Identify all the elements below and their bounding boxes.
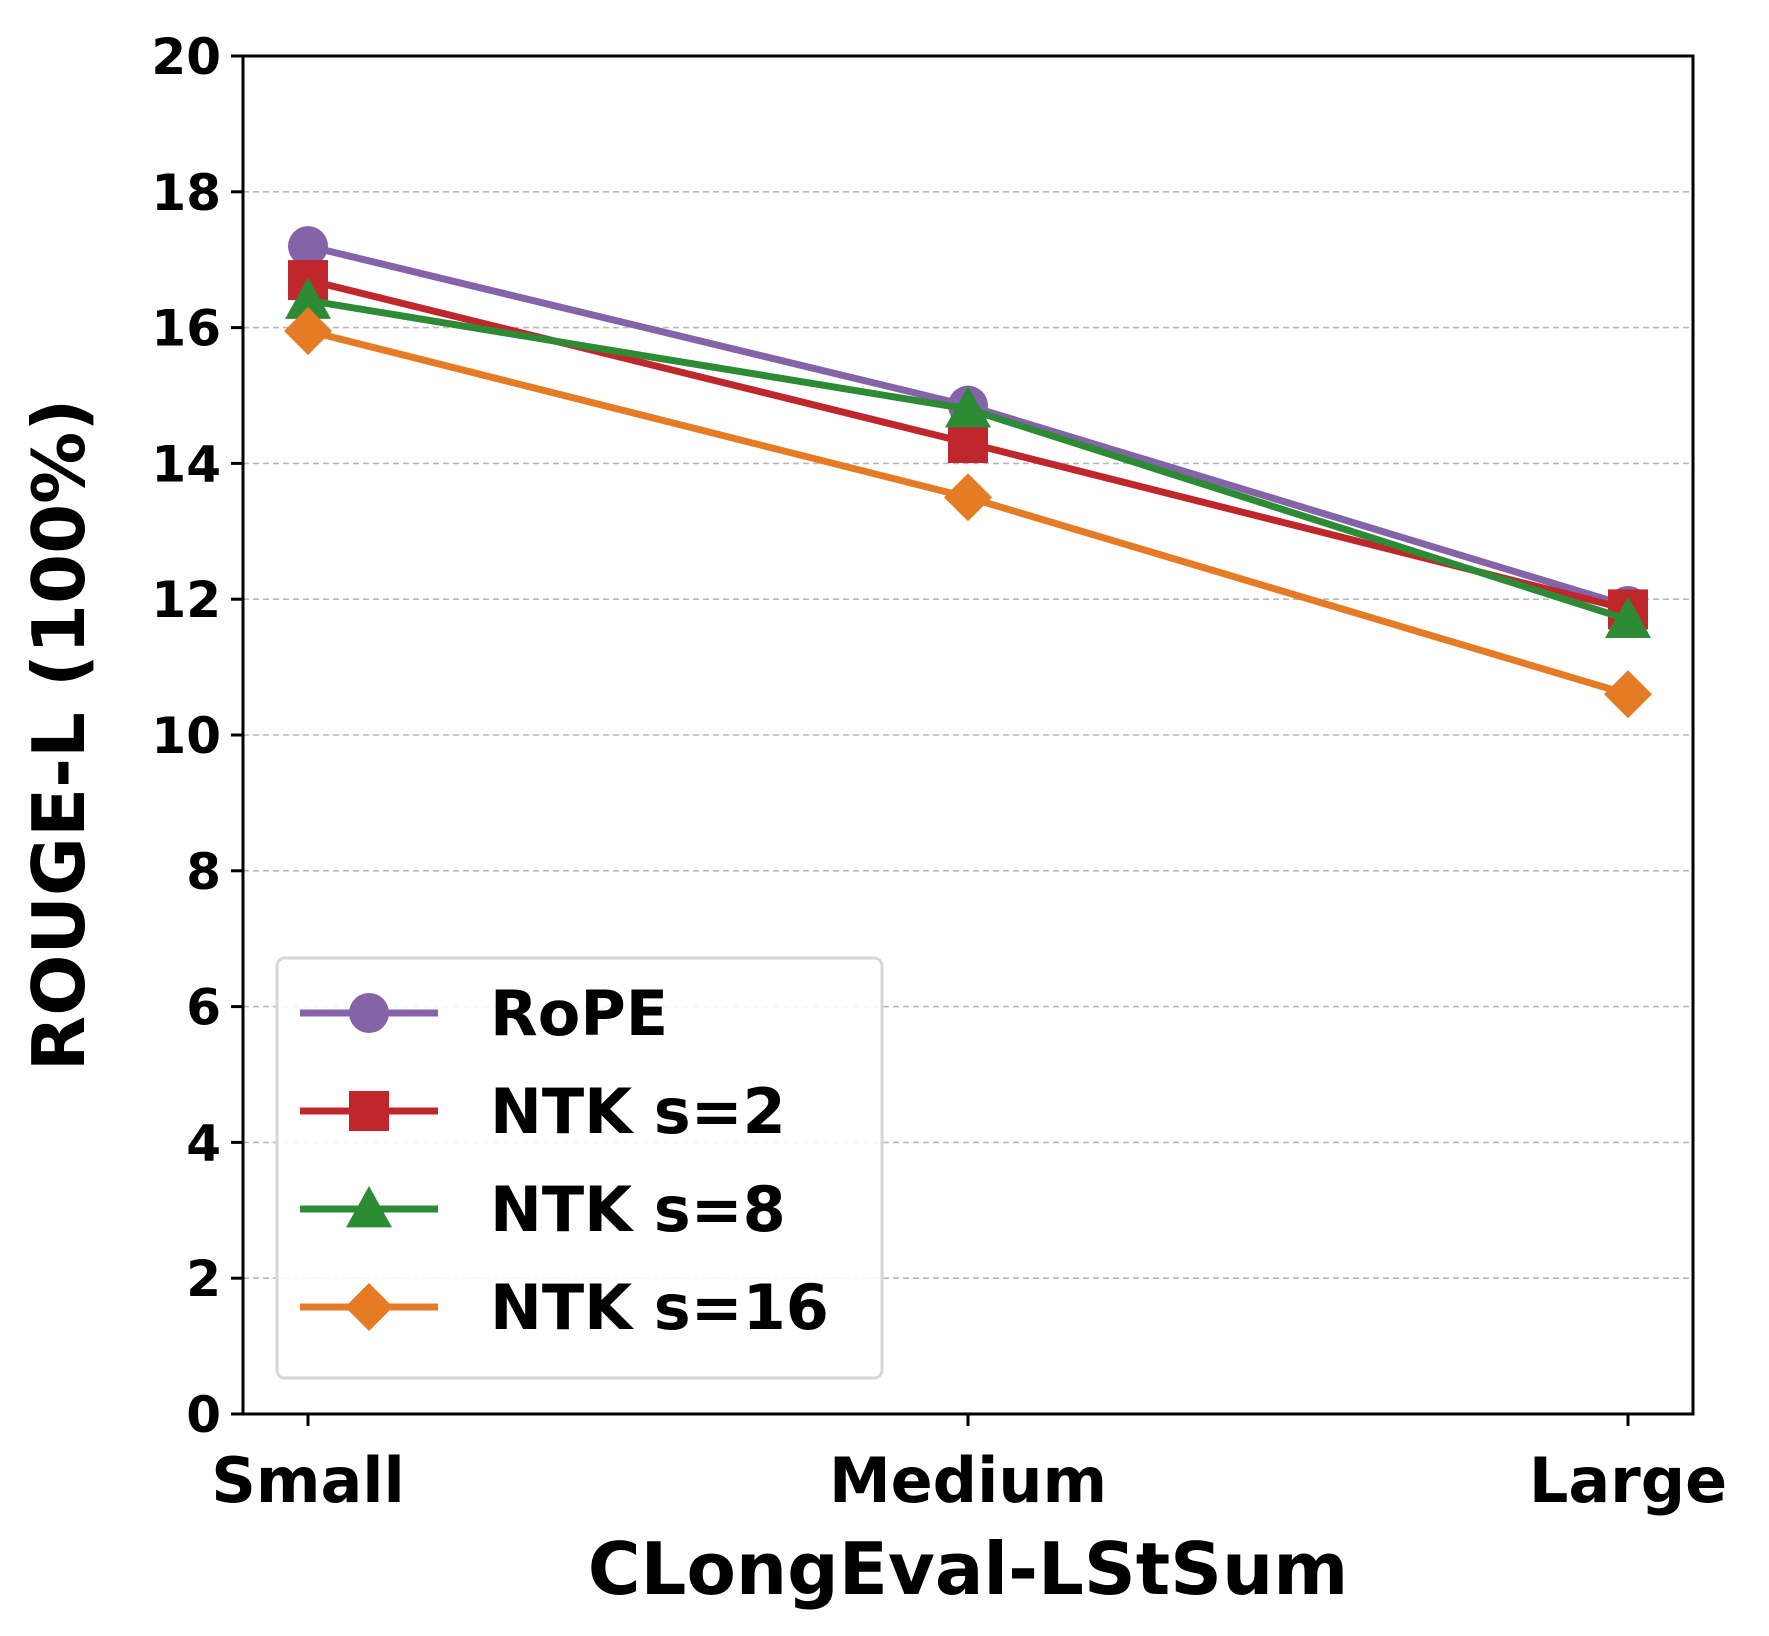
legend-marker (345, 1283, 393, 1331)
y-tick-label: 8 (186, 843, 221, 901)
y-tick-label: 12 (151, 571, 221, 629)
y-tick-label: 14 (151, 435, 221, 493)
y-tick-label: 6 (186, 979, 221, 1037)
x-tick-label: Large (1529, 1444, 1727, 1517)
y-tick-label: 4 (186, 1114, 221, 1172)
x-axis-title: CLongEval-LStSum (588, 1527, 1349, 1611)
y-axis: 0 2 4 6 8 10 12 14 16 18 20 (151, 28, 243, 1444)
data-point (944, 473, 992, 522)
data-point (285, 277, 331, 319)
data-point (288, 226, 328, 267)
data-point (284, 306, 332, 355)
legend-box (275, 956, 884, 1380)
legend-label: NTK s=2 (490, 1075, 786, 1148)
legend-item: NTK s=16 (300, 1271, 829, 1344)
x-tick-label: Small (211, 1444, 405, 1517)
legend: RoPE NTK s=2 NTK s=8 NTK s=16 (275, 956, 884, 1380)
series-ntk-s-2 (288, 260, 1648, 630)
series-ntk-s-16 (284, 306, 1652, 719)
legend-label: NTK s=16 (490, 1271, 829, 1344)
y-tick-label: 0 (186, 1386, 221, 1444)
data-point (948, 423, 988, 464)
legend-item: NTK s=8 (300, 1173, 786, 1246)
legend-label: NTK s=8 (490, 1173, 786, 1246)
series-layer (284, 226, 1652, 719)
y-tick-label: 20 (151, 28, 221, 86)
x-tick-label: Medium (829, 1444, 1107, 1517)
data-point (945, 386, 991, 428)
legend-marker (346, 1186, 392, 1228)
legend-marker (349, 1091, 389, 1131)
series-ntk-s-8 (285, 277, 1651, 638)
legend-marker (349, 993, 389, 1033)
data-point (1605, 596, 1651, 638)
y-tick-label: 16 (151, 300, 221, 358)
y-tick-label: 18 (151, 164, 221, 222)
data-point (1604, 670, 1652, 719)
y-tick-label: 10 (151, 707, 221, 765)
legend-item: RoPE (300, 977, 668, 1050)
legend-item: NTK s=2 (300, 1075, 786, 1148)
legend-label: RoPE (490, 977, 668, 1050)
x-axis: Small Medium Large (211, 1414, 1727, 1517)
y-tick-label: 2 (186, 1250, 221, 1308)
y-axis-title: ROUGE-L (100%) (17, 399, 101, 1071)
